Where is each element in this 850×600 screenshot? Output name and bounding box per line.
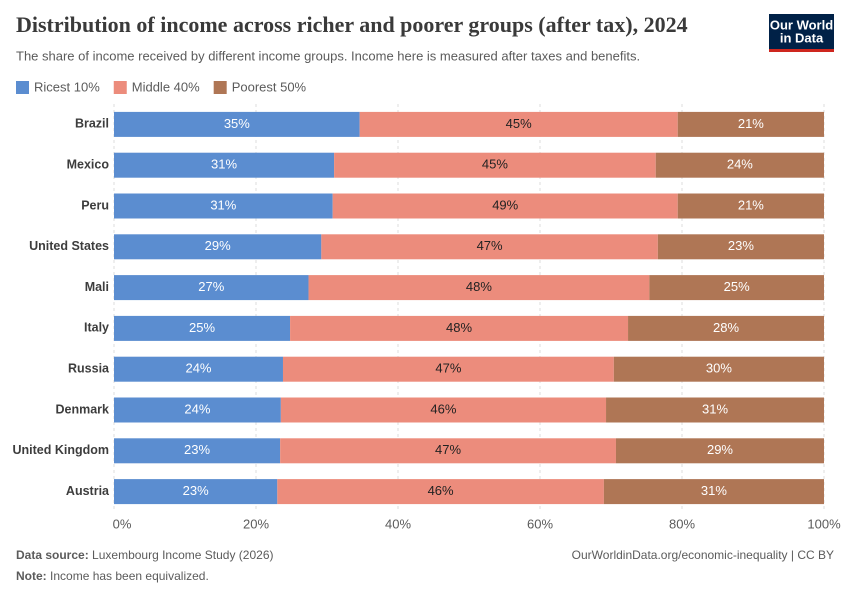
x-tick-label: 20% — [243, 516, 269, 531]
note-text: Income has been equivalized. — [50, 569, 209, 583]
y-tick-label: Peru — [81, 198, 109, 212]
x-tick-label: 0% — [113, 516, 132, 531]
data-label: 21% — [738, 197, 764, 212]
bar-segment — [615, 438, 824, 464]
bar-segment — [114, 356, 283, 382]
logo-text: Our World — [770, 17, 833, 32]
x-tick-label: 100% — [807, 516, 841, 531]
data-label: 21% — [738, 116, 764, 131]
bar-segment — [290, 315, 629, 341]
data-label: 45% — [506, 116, 532, 131]
legend-label: Middle 40% — [132, 79, 200, 94]
x-tick-label: 80% — [669, 516, 695, 531]
bar-segment — [114, 234, 322, 260]
bar-segment — [649, 275, 824, 301]
source: Data source: Luxembourg Income Study (20… — [16, 548, 273, 562]
bar-segment — [114, 438, 281, 464]
bar-segment — [114, 193, 333, 219]
bar-segment — [677, 111, 824, 137]
bar-segment — [655, 152, 824, 178]
legend-swatch — [16, 81, 29, 94]
y-tick-label: Italy — [84, 321, 109, 335]
data-label: 24% — [727, 157, 753, 172]
data-label: 46% — [428, 483, 454, 498]
data-label: 49% — [492, 197, 518, 212]
y-tick-label: Russia — [68, 361, 110, 375]
data-label: 28% — [713, 320, 739, 335]
url: OurWorldinData.org/economic-inequality |… — [572, 548, 834, 562]
bar-segment — [277, 479, 604, 505]
note: Note: Income has been equivalized. — [16, 569, 209, 583]
data-label: 48% — [446, 320, 472, 335]
data-label: 31% — [210, 197, 236, 212]
data-label: 30% — [706, 361, 732, 376]
logo-text: in Data — [780, 30, 824, 45]
bar-segment — [114, 111, 360, 137]
chart-subtitle: The share of income received by differen… — [16, 48, 640, 63]
bar-segment — [114, 315, 291, 341]
data-label: 24% — [184, 401, 210, 416]
data-label: 31% — [702, 401, 728, 416]
legend-label: Poorest 50% — [232, 79, 307, 94]
data-label: 29% — [205, 238, 231, 253]
bar-segment — [280, 397, 607, 423]
y-tick-label: United Kingdom — [12, 443, 109, 457]
bar-segment — [321, 234, 658, 260]
bar-segment — [334, 152, 656, 178]
bar-segment — [114, 152, 335, 178]
data-label: 23% — [184, 442, 210, 457]
bar-segment — [332, 193, 678, 219]
logo-box — [769, 14, 834, 51]
data-label: 47% — [435, 442, 461, 457]
bar-segment — [606, 397, 824, 423]
data-label: 45% — [482, 157, 508, 172]
x-tick-label: 40% — [385, 516, 411, 531]
data-label: 23% — [183, 483, 209, 498]
y-tick-label: Brazil — [75, 117, 109, 131]
data-label: 48% — [466, 279, 492, 294]
legend-swatch — [113, 81, 127, 94]
bar-segment — [613, 356, 824, 382]
logo-underline — [769, 49, 834, 52]
bar-segment — [114, 479, 278, 505]
data-label: 35% — [224, 116, 250, 131]
note-label: Note: — [16, 569, 47, 583]
x-tick-label: 60% — [527, 516, 553, 531]
bar-segment — [114, 397, 281, 423]
y-tick-label: Austria — [66, 484, 110, 498]
bar-segment — [657, 234, 824, 260]
data-label: 29% — [707, 442, 733, 457]
data-label: 25% — [724, 279, 750, 294]
bar-segment — [282, 356, 614, 382]
y-tick-label: United States — [29, 239, 109, 253]
bar-segment — [114, 275, 309, 301]
data-label: 31% — [701, 483, 727, 498]
bar-segment — [677, 193, 824, 219]
y-tick-label: Denmark — [56, 402, 110, 416]
bar-segment — [280, 438, 616, 464]
source-text: Luxembourg Income Study (2026) — [92, 548, 273, 562]
data-label: 46% — [430, 401, 456, 416]
data-label: 23% — [728, 238, 754, 253]
y-tick-label: Mexico — [67, 157, 110, 171]
data-label: 31% — [211, 157, 237, 172]
data-label: 24% — [185, 361, 211, 376]
data-label: 27% — [198, 279, 224, 294]
chart-title: Distribution of income across richer and… — [16, 12, 688, 37]
data-label: 47% — [435, 361, 461, 376]
y-tick-label: Mali — [85, 280, 109, 294]
bar-segment — [603, 479, 824, 505]
data-label: 25% — [189, 320, 215, 335]
source-label: Data source: — [16, 548, 89, 562]
bar-segment — [308, 275, 650, 301]
legend-label: Ricest 10% — [34, 79, 100, 94]
legend-swatch — [213, 81, 227, 94]
data-label: 47% — [477, 238, 503, 253]
bar-segment — [359, 111, 678, 137]
bar-segment — [628, 315, 824, 341]
